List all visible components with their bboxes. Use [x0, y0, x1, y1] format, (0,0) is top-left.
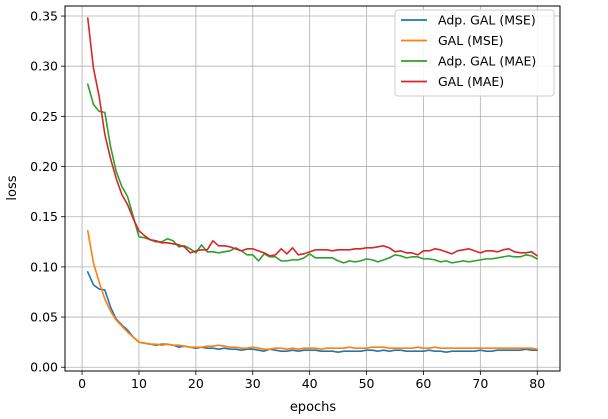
series-line-1 [86, 271, 539, 353]
x-tick-label: 10 [131, 376, 147, 391]
x-axis-label: epochs [290, 400, 337, 415]
y-axis-ticks: 0.00 0.05 0.10 0.15 0.20 0.25 0.30 0.35 [30, 9, 65, 375]
x-tick-label: 70 [472, 376, 488, 391]
y-tick-label: 0.30 [30, 59, 58, 74]
legend-box [394, 9, 555, 97]
legend-label: Adp. GAL (MAE) [438, 54, 536, 69]
x-tick-label: 50 [359, 376, 375, 391]
series-lines [86, 17, 539, 353]
legend-label: GAL (MSE) [438, 33, 504, 48]
x-tick-label: 20 [188, 376, 204, 391]
plot-area-frame [64, 5, 561, 372]
y-tick-label: 0.35 [30, 9, 58, 24]
x-tick-label: 0 [78, 376, 86, 391]
y-tick-label: 0.10 [30, 259, 58, 274]
y-tick-label: 0.05 [30, 310, 58, 325]
y-tick-label: 0.25 [30, 109, 58, 124]
y-tick-label: 0.15 [30, 209, 58, 224]
x-tick-label: 60 [415, 376, 431, 391]
legend-label: Adp. GAL (MSE) [438, 13, 536, 28]
x-tick-label: 30 [245, 376, 261, 391]
legend: Adp. GAL (MSE) GAL (MSE) Adp. GAL (MAE) GAL… [394, 9, 555, 97]
grid-lines [65, 6, 560, 371]
x-tick-label: 40 [302, 376, 318, 391]
x-tick-label: 80 [529, 376, 545, 391]
series-line-3 [86, 83, 539, 264]
y-tick-label: 0.00 [30, 360, 58, 375]
y-axis-label: loss [5, 175, 20, 200]
series-line-2 [86, 229, 539, 350]
legend-label: GAL (MAE) [438, 74, 504, 89]
series-line-4 [86, 17, 539, 257]
y-tick-label: 0.20 [30, 159, 58, 174]
x-axis-ticks: 0 10 20 30 40 50 60 70 80 [78, 371, 545, 391]
